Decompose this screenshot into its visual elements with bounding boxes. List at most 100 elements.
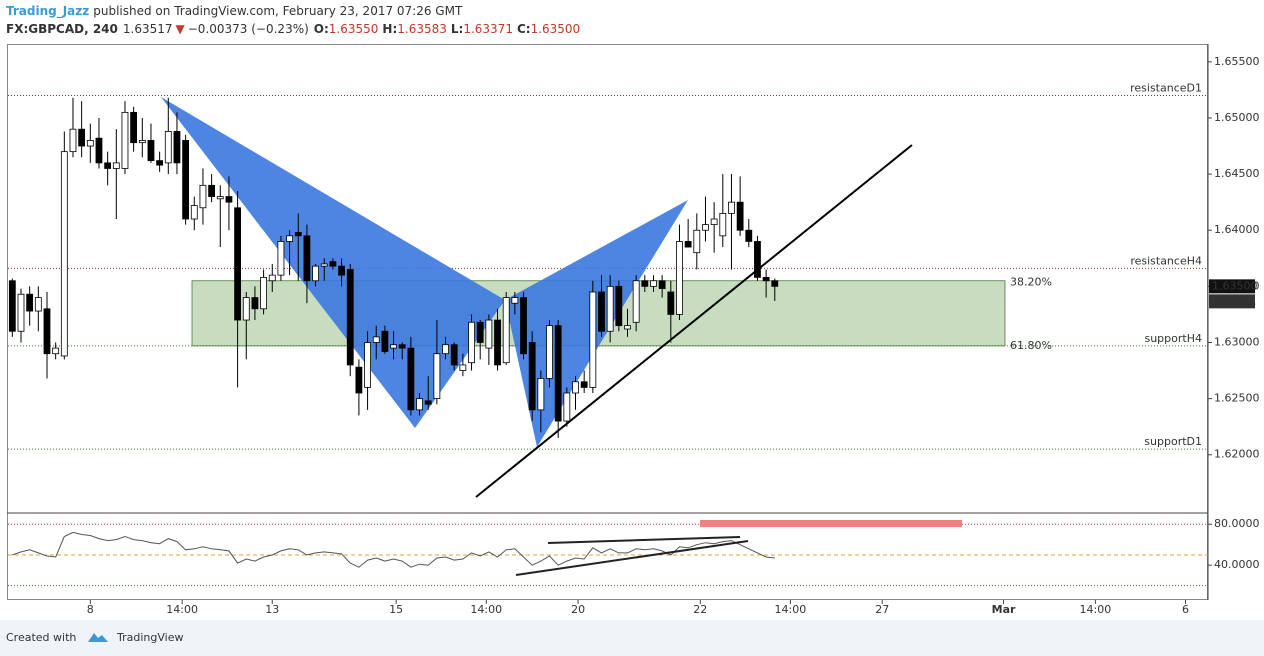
oscillator-line xyxy=(12,531,775,568)
last-price-label: 1.63500 xyxy=(1212,279,1258,292)
candle-body xyxy=(554,325,562,422)
x-tick-label: 14:00 xyxy=(1080,603,1112,616)
candle-body xyxy=(294,232,302,237)
osc-trendline xyxy=(547,536,741,544)
candle-body xyxy=(736,201,744,231)
osc-trendline xyxy=(515,540,749,576)
footer-created: Created with xyxy=(6,631,76,644)
candle-body xyxy=(182,140,190,220)
candle-body xyxy=(442,344,449,355)
level-label: resistanceD1 xyxy=(1130,82,1202,95)
x-tick-label: 14:00 xyxy=(166,603,198,616)
candle-body xyxy=(745,229,753,242)
candle-body xyxy=(667,291,675,315)
candle-body xyxy=(563,392,571,422)
candle-body xyxy=(260,276,267,310)
candle-body xyxy=(416,398,423,411)
candle-body xyxy=(286,235,293,242)
candle-body xyxy=(43,308,51,355)
candle-body xyxy=(216,196,224,200)
countdown-box xyxy=(1209,294,1255,309)
candle-body xyxy=(676,241,683,315)
change-arrow: ▼ xyxy=(176,22,186,36)
candle-body xyxy=(86,140,94,147)
candle-body xyxy=(156,160,164,166)
x-tick-label: 20 xyxy=(571,603,585,616)
candle-body xyxy=(69,128,77,153)
candle-body xyxy=(277,241,285,276)
candle-body xyxy=(121,111,129,169)
countdown-label: 2:34:01 xyxy=(1214,294,1256,307)
candle-body xyxy=(598,291,605,332)
candle-body xyxy=(355,366,363,394)
x-tick-label: 8 xyxy=(87,603,94,616)
change: −0.00373 (−0.23%) xyxy=(188,22,309,36)
x-tick-label: 14:00 xyxy=(775,603,807,616)
y-tick-label: 1.65000 xyxy=(1214,111,1260,124)
published: published on TradingView.com, February 2… xyxy=(93,4,463,18)
candle-body xyxy=(459,364,467,371)
candle-body xyxy=(190,205,198,220)
candle-body xyxy=(762,276,770,282)
candle-body xyxy=(199,184,207,209)
symbol: FX:GBPCAD, 240 xyxy=(6,22,118,36)
candles xyxy=(8,97,779,438)
footer-brand[interactable]: TradingView xyxy=(116,631,183,644)
trendline xyxy=(475,144,913,498)
pattern-bcd xyxy=(505,200,688,447)
candle-body xyxy=(234,207,242,321)
x-tick-label: Mar xyxy=(992,603,1016,616)
c-label: C: xyxy=(517,22,531,36)
y-tick-label: 1.62000 xyxy=(1214,448,1260,461)
candle-body xyxy=(754,241,761,278)
y-tick-label: 1.64000 xyxy=(1214,223,1260,236)
candle-body xyxy=(320,263,328,267)
candle-body xyxy=(624,325,631,330)
author[interactable]: Trading_Jazz xyxy=(6,4,89,19)
candle-body xyxy=(476,321,484,343)
candle-body xyxy=(225,196,233,203)
candle-body xyxy=(104,162,112,169)
y-tick-label: 1.64500 xyxy=(1214,167,1260,180)
o-label: O: xyxy=(314,22,329,36)
candle-body xyxy=(208,184,216,197)
candle-body xyxy=(312,265,319,282)
candle-body xyxy=(164,131,172,164)
candle-body xyxy=(710,218,718,226)
level-label: resistanceH4 xyxy=(1130,254,1202,267)
candle-body xyxy=(372,336,380,343)
candle-body xyxy=(728,201,735,214)
candle-body xyxy=(407,347,415,411)
tv-logo xyxy=(88,633,108,642)
candle-body xyxy=(52,347,60,355)
candle-body xyxy=(606,285,614,332)
candle-body xyxy=(572,381,579,394)
candle-body xyxy=(17,293,25,332)
candle-body xyxy=(251,297,259,310)
c: 1.63500 xyxy=(531,22,581,36)
footer-bar xyxy=(0,620,1264,656)
osc-tick-label: 40.0000 xyxy=(1214,558,1260,571)
candle-body xyxy=(494,319,501,366)
y-tick-label: 1.63000 xyxy=(1214,335,1260,348)
candle-body xyxy=(346,269,354,366)
candle-body xyxy=(468,321,475,364)
candle-body xyxy=(546,325,553,379)
l: 1.63371 xyxy=(463,22,513,36)
candle-body xyxy=(138,140,146,144)
header: Trading_Jazz published on TradingView.com… xyxy=(6,4,580,36)
candle-body xyxy=(528,342,536,411)
fib-label: 38.20% xyxy=(1010,276,1052,289)
candle-body xyxy=(693,229,701,254)
last-price-box xyxy=(1209,279,1255,294)
candle-body xyxy=(537,378,545,411)
candle-body xyxy=(390,344,397,349)
candle-body xyxy=(658,280,666,290)
candle-body xyxy=(242,297,250,321)
candle-body xyxy=(329,261,337,267)
candle-body xyxy=(520,297,527,355)
fib-label: 61.80% xyxy=(1010,339,1052,352)
candle-body xyxy=(130,111,138,144)
candle-body xyxy=(398,344,406,349)
